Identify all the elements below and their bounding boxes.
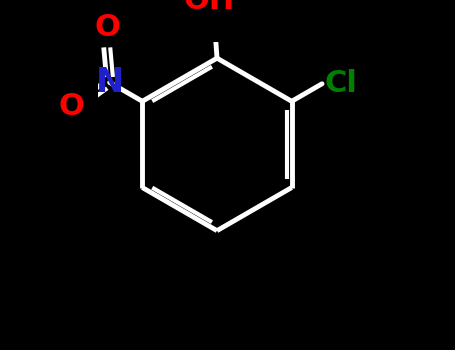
Text: O: O: [94, 13, 120, 42]
Text: N: N: [96, 66, 124, 99]
Text: Cl: Cl: [325, 69, 358, 98]
Text: OH: OH: [183, 0, 235, 15]
Text: O: O: [59, 92, 85, 121]
